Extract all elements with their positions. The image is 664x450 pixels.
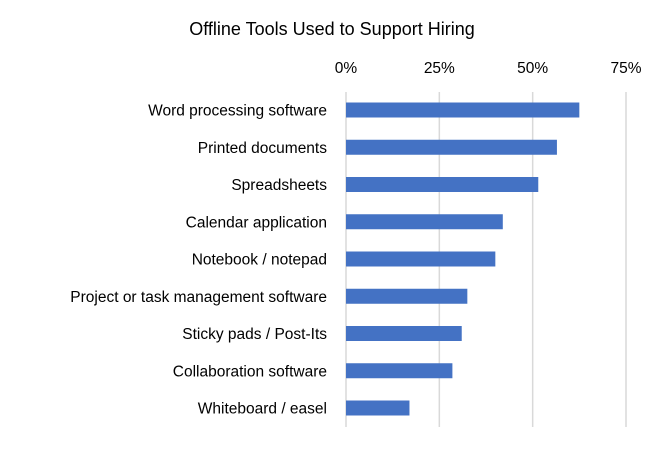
- bar: [346, 363, 453, 379]
- x-tick-label: 25%: [424, 60, 455, 77]
- category-label: Printed documents: [198, 140, 327, 157]
- bar: [346, 288, 468, 304]
- bar: [346, 214, 503, 230]
- category-label: Notebook / notepad: [192, 252, 327, 269]
- x-tick-label: 50%: [517, 60, 548, 77]
- category-labels: Word processing software Printed document…: [70, 103, 327, 418]
- x-axis-ticks: 0% 25% 50% 75%: [335, 60, 642, 77]
- category-label: Collaboration software: [173, 363, 327, 380]
- category-label: Sticky pads / Post-Its: [182, 326, 327, 343]
- chart-title: Offline Tools Used to Support Hiring: [189, 19, 475, 39]
- bar: [346, 326, 462, 341]
- category-label: Spreadsheets: [231, 177, 327, 194]
- bar: [346, 139, 557, 155]
- x-tick-label: 75%: [610, 60, 641, 77]
- bar: [346, 251, 496, 267]
- category-label: Calendar application: [186, 214, 327, 231]
- bar: [346, 177, 539, 192]
- category-label: Word processing software: [148, 103, 327, 120]
- x-tick-label: 0%: [335, 60, 358, 77]
- category-label: Project or task management software: [70, 289, 327, 306]
- category-label: Whiteboard / easel: [198, 401, 327, 418]
- bars: [346, 102, 580, 416]
- bar: [346, 400, 410, 416]
- bar: [346, 102, 580, 118]
